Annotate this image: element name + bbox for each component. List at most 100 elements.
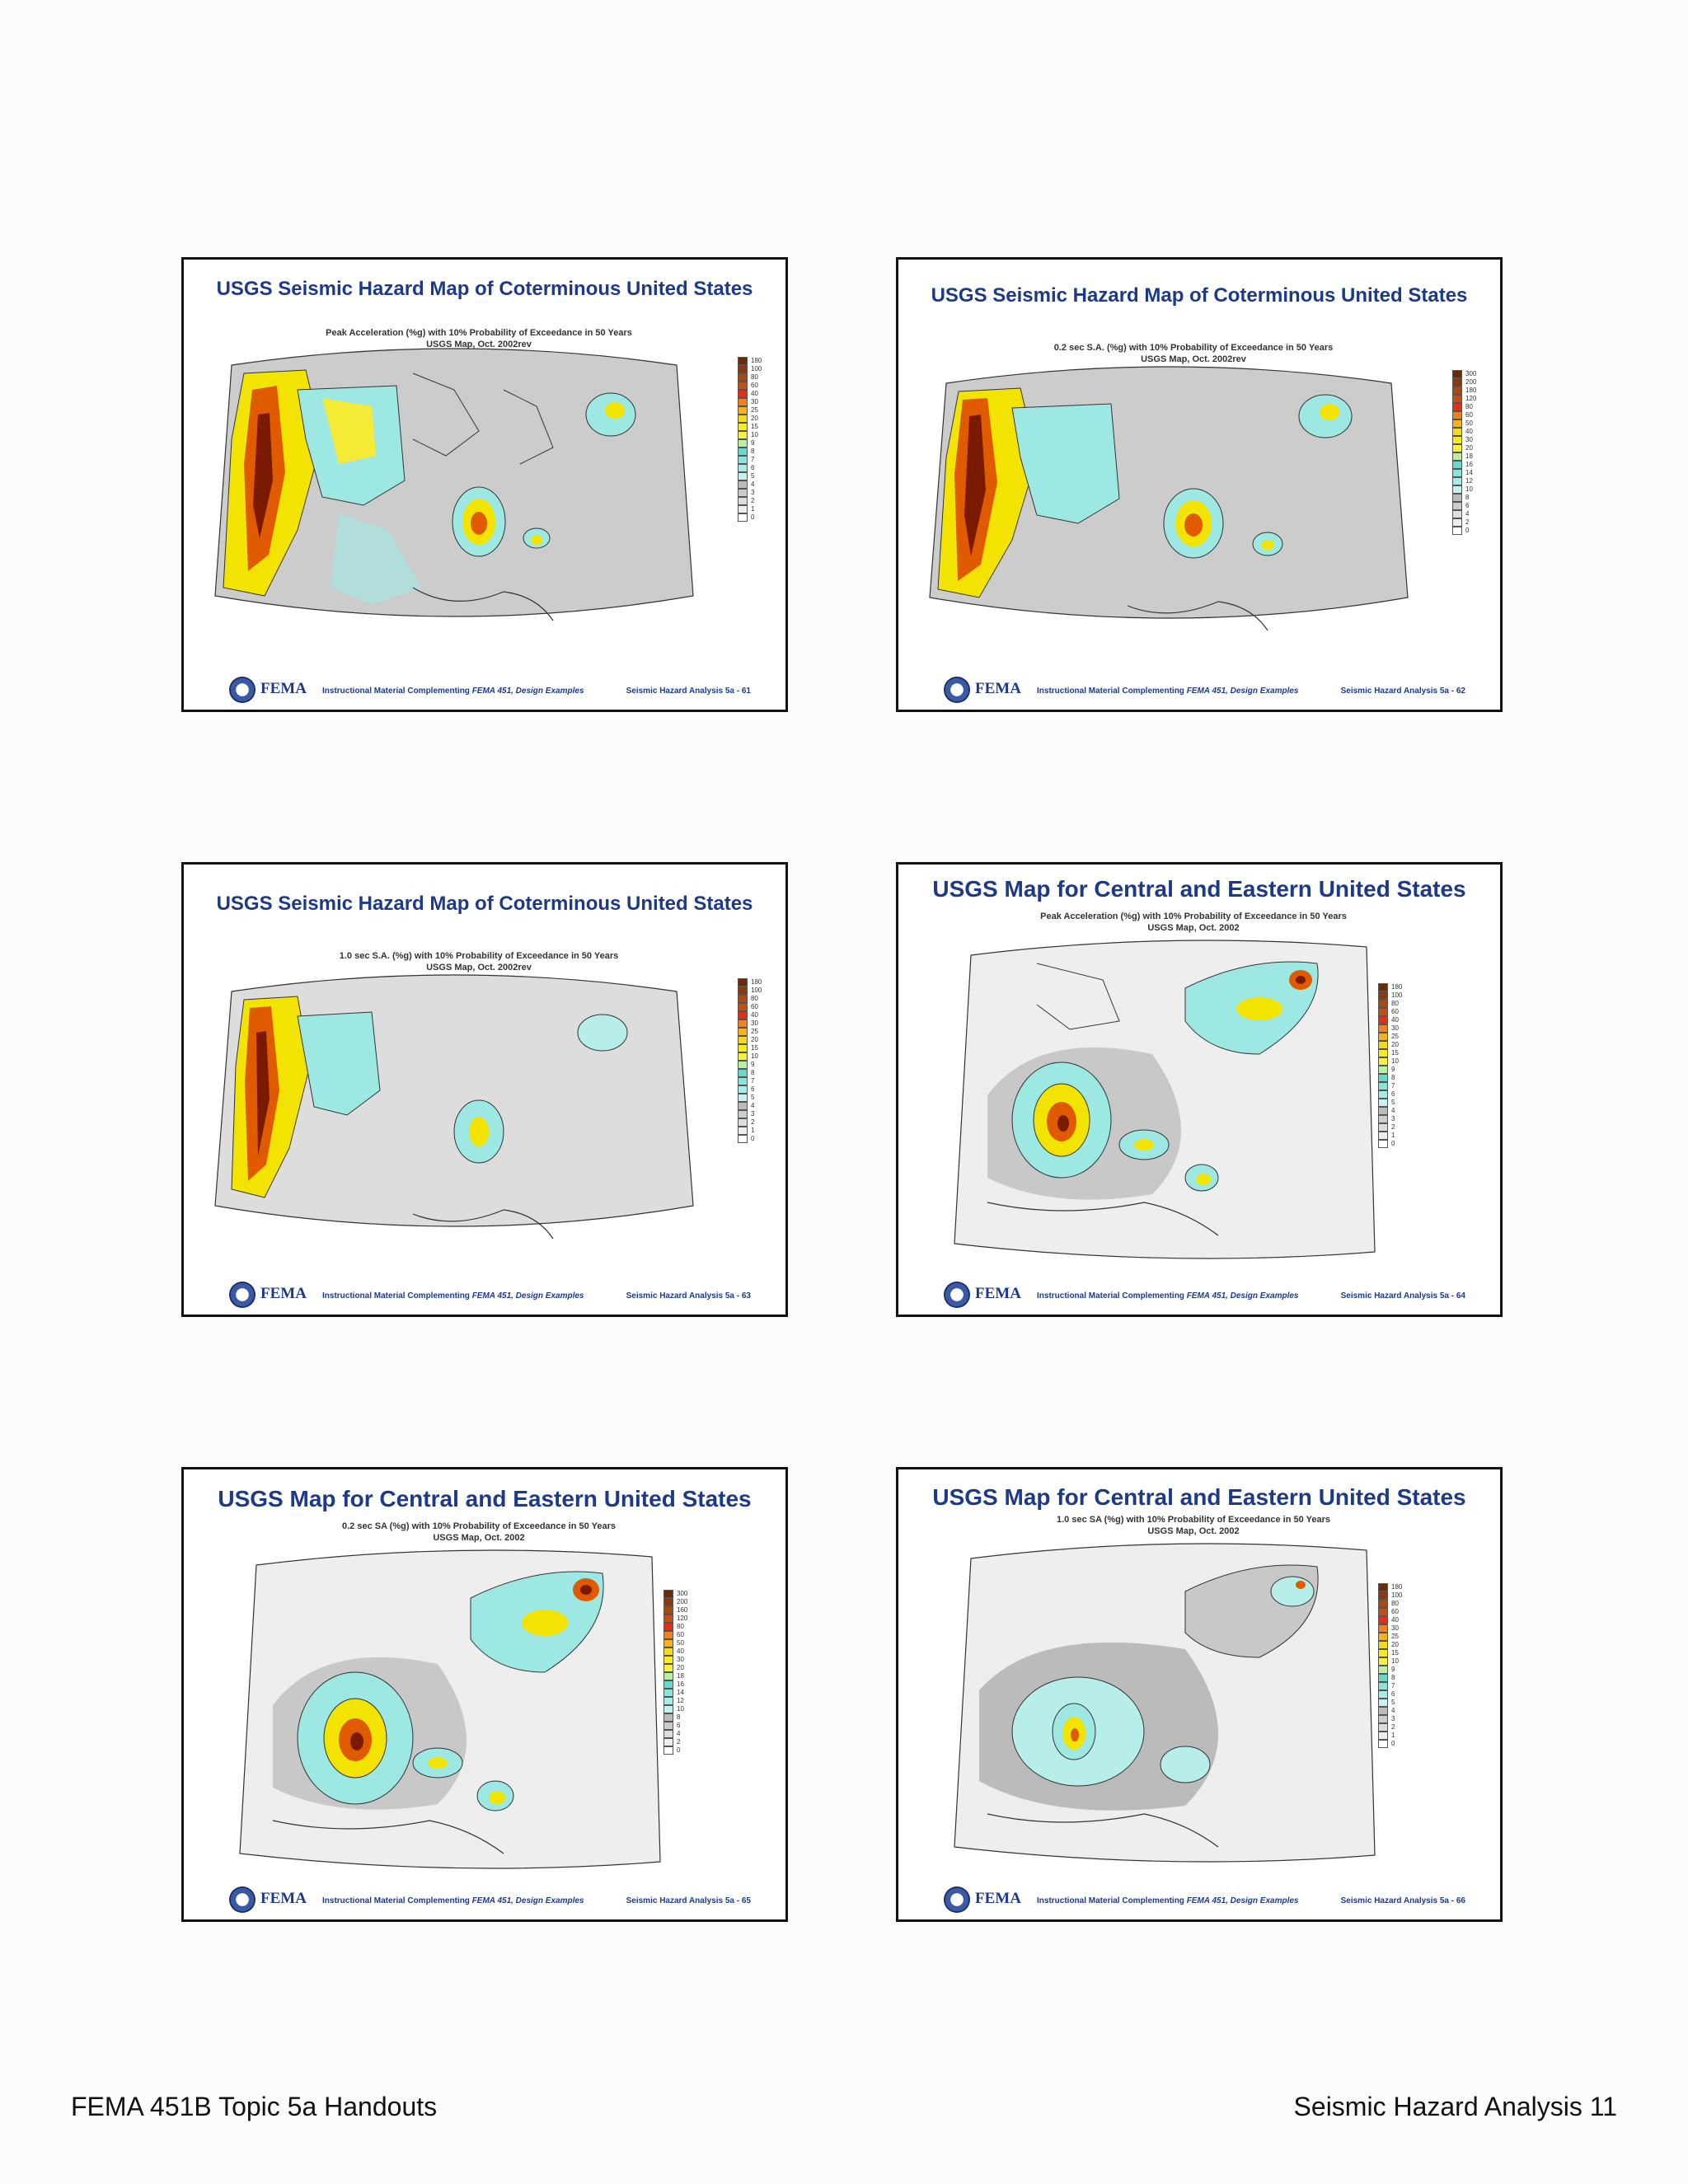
- legend-label: 40: [751, 390, 758, 397]
- legend-label: 50: [677, 1639, 684, 1647]
- material-prefix: Instructional Material Complementing: [1037, 1896, 1187, 1905]
- legend-label: 0: [751, 1135, 755, 1142]
- legend-label: 7: [751, 1077, 755, 1085]
- legend-label: 60: [1391, 1008, 1399, 1015]
- legend-label: 20: [1391, 1641, 1399, 1648]
- legend-label: 12: [1465, 477, 1473, 485]
- slide-title: USGS Map for Central and Eastern United …: [218, 1486, 752, 1511]
- map-subtitle-1: 0.2 sec SA (%g) with 10% Probability of …: [342, 1521, 616, 1531]
- legend-label: 9: [1391, 1666, 1395, 1673]
- material-prefix: Instructional Material Complementing: [1037, 687, 1187, 696]
- legend-label: 14: [677, 1689, 684, 1696]
- legend-label: 10: [1391, 1657, 1399, 1665]
- legend-label: 10: [1391, 1057, 1399, 1065]
- legend-label: 40: [1391, 1016, 1399, 1024]
- legend-label: 7: [751, 456, 755, 463]
- legend-label: 7: [1391, 1682, 1395, 1690]
- legend-label: 20: [677, 1664, 684, 1671]
- legend-label: 180: [751, 978, 762, 986]
- legend-label: 30: [751, 1019, 758, 1027]
- legend-label: 10: [1465, 485, 1473, 493]
- slide-number: Seismic Hazard Analysis 5a - 62: [1340, 687, 1465, 696]
- legend-label: 20: [751, 1036, 758, 1043]
- legend-label: 30: [751, 398, 758, 405]
- us-map-graphic: [239, 1549, 661, 1869]
- legend-label: 15: [1391, 1049, 1399, 1057]
- legend-label: 2: [1465, 518, 1470, 526]
- legend-label: 80: [1465, 403, 1473, 410]
- slide-65: USGS Map for Central and Eastern United …: [181, 1467, 788, 1922]
- slide-number: Seismic Hazard Analysis 5a - 61: [626, 687, 751, 696]
- legend-label: 160: [677, 1606, 688, 1614]
- legend-label: 30: [1391, 1624, 1399, 1632]
- dhs-seal-icon: [229, 1282, 256, 1308]
- legend: 300 200 160 120 80 60 50 40 30 20 18 16 …: [663, 1590, 687, 1755]
- map-subtitle-1: Peak Acceleration (%g) with 10% Probabil…: [326, 328, 632, 338]
- legend-label: 1: [1391, 1732, 1395, 1739]
- us-map-graphic: [954, 940, 1376, 1259]
- legend-label: 0: [677, 1746, 681, 1754]
- legend-label: 8: [751, 448, 755, 455]
- legend-label: 5: [1391, 1699, 1395, 1706]
- slide-footer: FEMA Instructional Material Complementin…: [184, 1885, 785, 1913]
- legend: 180 100 80 60 40 30 25 20 15 10 9 8 7 6 …: [738, 357, 762, 522]
- legend-label: 9: [751, 439, 755, 447]
- material-italic: FEMA 451, Design Examples: [1186, 687, 1299, 696]
- legend-label: 1: [751, 1127, 755, 1134]
- map-subtitle-1: 0.2 sec S.A. (%g) with 10% Probability o…: [1053, 343, 1334, 353]
- legend-label: 25: [751, 406, 758, 414]
- legend-label: 200: [1465, 378, 1477, 386]
- legend-label: 1: [751, 505, 755, 513]
- slide-62: USGS Seismic Hazard Map of Coterminous U…: [896, 257, 1503, 712]
- legend-label: 4: [751, 1102, 755, 1109]
- legend-label: 60: [751, 1003, 758, 1010]
- legend-label: 2: [1391, 1123, 1395, 1131]
- legend-label: 12: [677, 1697, 684, 1704]
- dhs-seal-icon: [944, 1886, 970, 1913]
- fema-logo-text: FEMA: [975, 1285, 1021, 1302]
- legend-label: 16: [677, 1680, 684, 1688]
- legend-label: 6: [1391, 1090, 1395, 1098]
- legend-label: 40: [677, 1647, 684, 1655]
- legend-label: 180: [1465, 387, 1477, 394]
- legend: 180 100 80 60 40 30 25 20 15 10 9 8 7 6 …: [1378, 983, 1402, 1148]
- us-map-graphic: [214, 974, 694, 1240]
- legend-label: 8: [1391, 1674, 1395, 1681]
- map-subtitle-2: USGS Map, Oct. 2002: [433, 1533, 525, 1543]
- dhs-seal-icon: [229, 1886, 256, 1913]
- legend-label: 100: [751, 365, 762, 373]
- legend-label: 25: [1391, 1033, 1399, 1040]
- legend-label: 15: [1391, 1649, 1399, 1657]
- map-subtitle-2: USGS Map, Oct. 2002rev: [426, 340, 532, 349]
- legend-label: 8: [1465, 494, 1470, 501]
- legend-label: 3: [751, 1110, 755, 1118]
- legend-label: 14: [1465, 469, 1473, 476]
- legend-label: 40: [1391, 1616, 1399, 1624]
- legend-label: 2: [1391, 1723, 1395, 1731]
- legend-label: 100: [1391, 1591, 1403, 1599]
- fema-logo-text: FEMA: [260, 1890, 307, 1907]
- legend-label: 25: [1391, 1633, 1399, 1640]
- map-subtitle-1: Peak Acceleration (%g) with 10% Probabil…: [1040, 912, 1347, 921]
- legend-label: 0: [1391, 1740, 1395, 1747]
- page-footer-right: Seismic Hazard Analysis 11: [1293, 2092, 1617, 2121]
- map-subtitle-2: USGS Map, Oct. 2002: [1147, 923, 1240, 933]
- legend-label: 25: [751, 1028, 758, 1035]
- slide-number: Seismic Hazard Analysis 5a - 64: [1340, 1291, 1465, 1301]
- legend-label: 20: [751, 415, 758, 422]
- legend-label: 2: [751, 1118, 755, 1126]
- slide-61: USGS Seismic Hazard Map of Coterminous U…: [181, 257, 788, 712]
- legend-label: 5: [751, 1094, 755, 1101]
- slide-title: USGS Seismic Hazard Map of Coterminous U…: [931, 284, 1468, 307]
- map-subtitle-2: USGS Map, Oct. 2002rev: [426, 963, 532, 972]
- slide-title: USGS Map for Central and Eastern United …: [932, 876, 1466, 902]
- slide-66: USGS Map for Central and Eastern United …: [896, 1467, 1503, 1922]
- legend-label: 80: [1391, 1600, 1399, 1607]
- material-prefix: Instructional Material Complementing: [322, 1896, 472, 1905]
- legend-label: 4: [1465, 510, 1470, 518]
- legend: 180 100 80 60 40 30 25 20 15 10 9 8 7 6 …: [738, 978, 762, 1143]
- page-footer-left: FEMA 451B Topic 5a Handouts: [71, 2092, 438, 2121]
- slide-footer: FEMA Instructional Material Complementin…: [898, 1280, 1500, 1308]
- legend-label: 16: [1465, 461, 1473, 468]
- hazard-map: 1.0 sec S.A. (%g) with 10% Probability o…: [207, 950, 751, 1263]
